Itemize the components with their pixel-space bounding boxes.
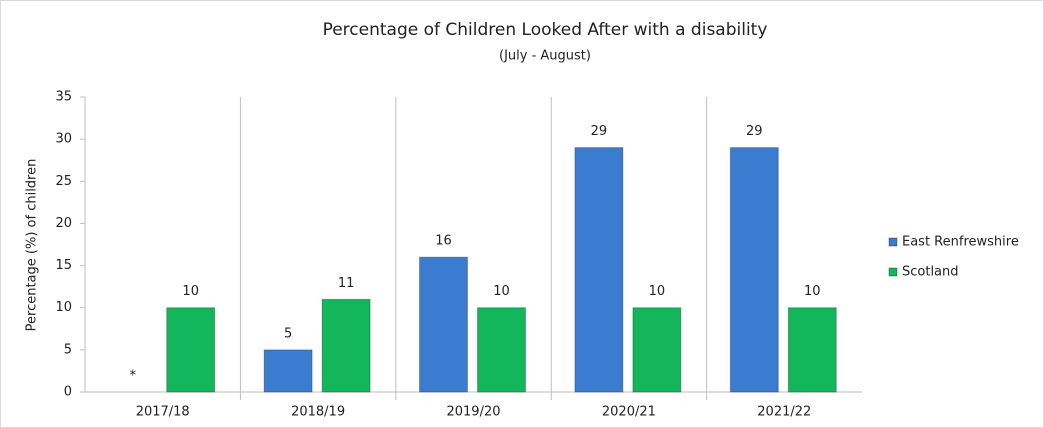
legend-swatch [888, 267, 898, 277]
y-tick-label: 30 [55, 132, 72, 147]
chart-subtitle: (July - August) [499, 49, 591, 64]
y-tick-label: 0 [64, 385, 72, 400]
x-tick-label: 2017/18 [136, 405, 190, 420]
y-tick-label: 10 [55, 300, 72, 315]
bar [263, 349, 313, 393]
bar [419, 256, 468, 393]
data-label: 5 [284, 326, 292, 341]
data-label: 29 [591, 124, 608, 139]
y-axis-label: Percentage (%) of children [25, 159, 40, 332]
y-tick-label: 20 [55, 216, 72, 231]
bar [632, 307, 682, 393]
data-label: 11 [338, 276, 355, 291]
bar [321, 298, 371, 393]
bar [166, 307, 216, 393]
y-tick-label: 35 [55, 90, 72, 105]
legend-swatch [888, 237, 898, 247]
y-tick-label: 5 [64, 342, 72, 357]
data-label: 29 [746, 124, 763, 139]
bar [787, 307, 837, 393]
chart-title: Percentage of Children Looked After with… [323, 20, 768, 40]
y-tick-label: 25 [55, 174, 72, 189]
bar [729, 147, 779, 393]
legend-label: East Renfrewshire [902, 235, 1019, 250]
data-label: * [129, 369, 136, 384]
x-tick-label: 2020/21 [602, 405, 656, 420]
x-tick-label: 2019/20 [446, 405, 500, 420]
data-label: 10 [493, 284, 510, 299]
data-label: 10 [182, 284, 199, 299]
data-label: 10 [804, 284, 821, 299]
x-tick-label: 2018/19 [291, 405, 345, 420]
bar [574, 147, 624, 393]
legend-label: Scotland [902, 265, 959, 280]
y-tick-label: 15 [55, 258, 72, 273]
bar [477, 307, 526, 393]
data-label: 10 [649, 284, 666, 299]
x-tick-label: 2021/22 [757, 405, 811, 420]
data-label: 16 [435, 234, 452, 249]
